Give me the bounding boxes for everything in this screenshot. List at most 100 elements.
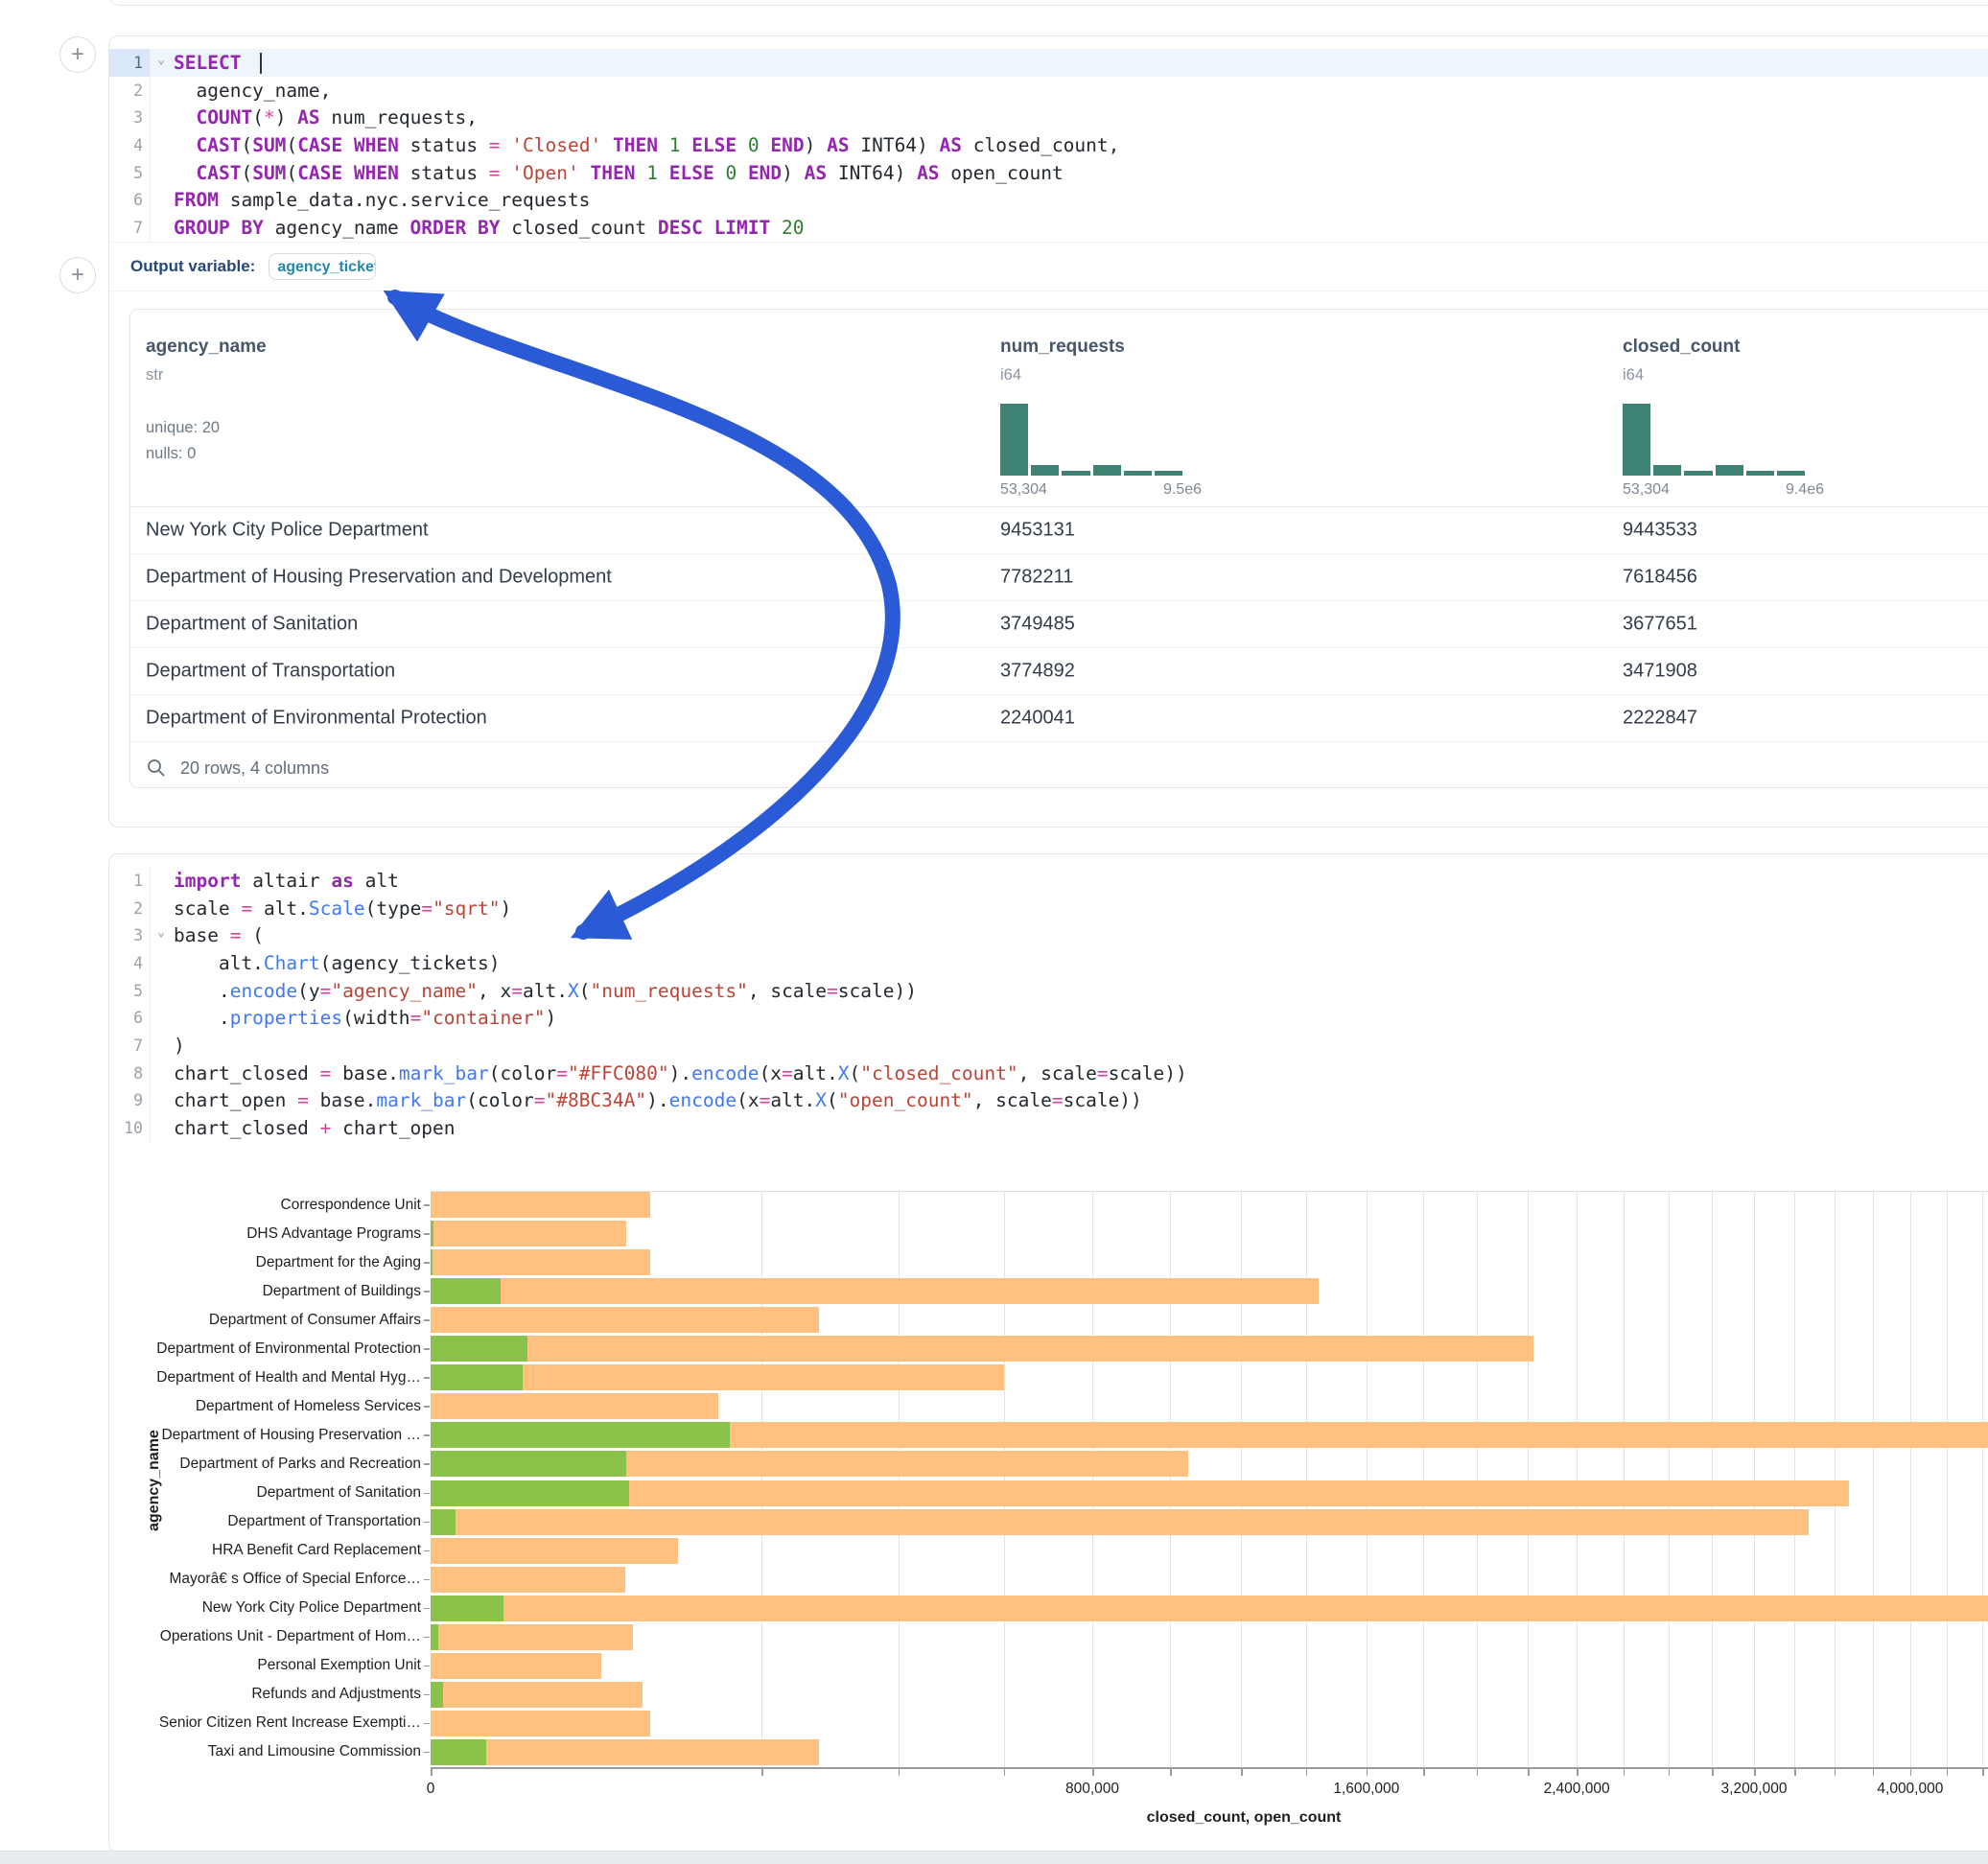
grid-line bbox=[1423, 1190, 1424, 1767]
y-axis-label: Department of Homeless Services bbox=[195, 1397, 421, 1414]
collapse-chevron-icon[interactable]: ⌄ bbox=[157, 925, 165, 941]
code-line[interactable]: 3 COUNT(*) AS num_requests, bbox=[109, 104, 1988, 132]
text-cursor bbox=[260, 53, 263, 75]
bar-closed bbox=[431, 1221, 627, 1247]
y-axis-label: Correspondence Unit bbox=[280, 1196, 421, 1213]
histogram-bar bbox=[1154, 471, 1183, 476]
code-text: alt.Chart(agency_tickets) bbox=[174, 951, 501, 974]
line-number: 10 bbox=[109, 1114, 151, 1142]
line-number: 7 bbox=[109, 214, 151, 242]
histogram-bar bbox=[1062, 470, 1090, 476]
column-name: closed_count bbox=[1623, 336, 1741, 357]
output-variable-pill[interactable]: agency_tickets bbox=[269, 252, 377, 280]
y-axis-tick bbox=[424, 1406, 430, 1408]
grid-line bbox=[1092, 1190, 1093, 1767]
grid-line bbox=[1623, 1190, 1625, 1767]
y-axis-label: HRA Benefit Card Replacement bbox=[212, 1542, 421, 1559]
code-text: CAST(SUM(CASE WHEN status = 'Open' THEN … bbox=[196, 161, 1064, 184]
column-name: agency_name bbox=[146, 336, 267, 357]
code-line[interactable]: 6 FROM sample_data.nyc.service_requests bbox=[109, 186, 1988, 215]
y-axis-label: Department of Sanitation bbox=[256, 1484, 421, 1502]
code-line[interactable]: 1 ⌄ SELECT bbox=[109, 49, 1988, 77]
code-line[interactable]: 6 .properties(width="container") bbox=[109, 1004, 1988, 1033]
histogram-bar bbox=[1123, 471, 1152, 476]
y-axis-label: Personal Exemption Unit bbox=[257, 1657, 421, 1674]
code-line[interactable]: 4 alt.Chart(agency_tickets) bbox=[109, 949, 1988, 977]
line-number: 2 bbox=[109, 894, 151, 922]
y-axis-label: Department of Environmental Protection bbox=[156, 1340, 421, 1357]
table-row[interactable]: Department of Transportation 3774892 34719… bbox=[130, 648, 1988, 695]
code-line[interactable]: 5 .encode(y="agency_name", x=alt.X("num_… bbox=[109, 976, 1988, 1005]
line-number: 3 bbox=[109, 104, 151, 132]
grid-line bbox=[1305, 1190, 1307, 1767]
code-line[interactable]: 8 chart_closed = base.mark_bar(color="#FF… bbox=[109, 1059, 1988, 1087]
table-row[interactable]: Department of Environmental Protection 22… bbox=[130, 695, 1988, 742]
code-line[interactable]: 7 GROUP BY agency_name ORDER BY closed_co… bbox=[109, 214, 1988, 242]
y-axis-tick bbox=[424, 1204, 430, 1206]
bar-closed bbox=[431, 1738, 820, 1765]
grid-line bbox=[1982, 1190, 1984, 1767]
code-line[interactable]: 5 CAST(SUM(CASE WHEN status = 'Open' THE… bbox=[109, 158, 1988, 187]
grid-line bbox=[1946, 1190, 1948, 1767]
y-axis-label: Senior Citizen Rent Increase Exempti… bbox=[158, 1714, 421, 1732]
x-axis-tick bbox=[1712, 1768, 1714, 1776]
grid-line bbox=[1366, 1190, 1368, 1767]
code-line[interactable]: 3 ⌄ base = ( bbox=[109, 921, 1988, 950]
y-axis-label: Refunds and Adjustments bbox=[251, 1686, 421, 1703]
column-header-num_requests[interactable]: num_requests i64 53,304 9.5e6 bbox=[1000, 310, 1202, 499]
bar-closed bbox=[431, 1623, 634, 1650]
grid-line bbox=[761, 1190, 762, 1767]
grid-line bbox=[1872, 1190, 1874, 1767]
code-line[interactable]: 1 import altair as alt bbox=[109, 867, 1988, 895]
page-bottom-band bbox=[0, 1851, 1988, 1864]
y-axis-label: Department of Consumer Affairs bbox=[208, 1311, 421, 1328]
histogram-bar bbox=[1776, 471, 1806, 476]
x-axis-tick-label: 800,000 bbox=[1064, 1780, 1120, 1797]
code-line[interactable]: 2 agency_name, bbox=[109, 76, 1988, 105]
add-cell-button-2[interactable]: + bbox=[59, 257, 96, 293]
code-line[interactable]: 9 chart_open = base.mark_bar(color="#8BC3… bbox=[109, 1086, 1988, 1115]
code-text: chart_open = base.mark_bar(color="#8BC34… bbox=[174, 1089, 1142, 1112]
output-variable-row: Output variable: agency_tickets bbox=[109, 241, 1988, 291]
x-axis-tick bbox=[1834, 1768, 1836, 1776]
table-cell: 9453131 bbox=[1000, 519, 1075, 541]
search-icon[interactable] bbox=[146, 757, 167, 779]
column-header-closed_count[interactable]: closed_count i64 53,304 9.4e6 bbox=[1623, 310, 1824, 499]
line-number: 6 bbox=[109, 1004, 151, 1033]
bar-closed bbox=[431, 1192, 650, 1219]
column-header-agency_name[interactable]: agency_name str unique: 20 nulls: 0 bbox=[146, 310, 267, 467]
add-cell-button[interactable]: + bbox=[59, 36, 96, 73]
line-number: 7 bbox=[109, 1032, 151, 1060]
y-axis-tick bbox=[424, 1233, 430, 1235]
y-axis-tick bbox=[424, 1578, 430, 1581]
grid-line bbox=[1754, 1190, 1755, 1767]
x-axis-tick bbox=[1305, 1768, 1308, 1776]
code-text: SELECT bbox=[151, 52, 263, 75]
code-line[interactable]: 7) bbox=[109, 1032, 1988, 1060]
x-axis-tick-label: 4,000,000 bbox=[1877, 1780, 1944, 1797]
x-axis-tick-label: 1,600,000 bbox=[1333, 1780, 1400, 1797]
table-row[interactable]: New York City Police Department 9453131 94… bbox=[130, 507, 1988, 554]
x-axis-tick bbox=[1241, 1768, 1243, 1776]
collapse-chevron-icon[interactable]: ⌄ bbox=[157, 53, 165, 67]
python-code[interactable]: 1 import altair as alt 2 scale = alt.Scale(… bbox=[109, 854, 1988, 1142]
histogram-bar bbox=[1745, 471, 1774, 476]
y-axis-tick bbox=[424, 1607, 430, 1610]
bar-open bbox=[431, 1278, 502, 1305]
code-line[interactable]: 4 CAST(SUM(CASE WHEN status = 'Closed' T… bbox=[109, 131, 1988, 159]
table-row[interactable]: Department of Housing Preservation and D… bbox=[130, 554, 1988, 601]
line-number: 5 bbox=[109, 158, 151, 187]
line-number: 1 bbox=[109, 867, 151, 895]
grid-line bbox=[1577, 1190, 1579, 1767]
table-cell: 3677651 bbox=[1623, 613, 1697, 635]
y-axis-tick bbox=[424, 1549, 430, 1552]
line-number: 1 ⌄ bbox=[109, 49, 165, 77]
table-row[interactable]: Department of Sanitation 3749485 3677651 bbox=[130, 601, 1988, 648]
sql-code[interactable]: 1 ⌄ SELECT 2 agency_name, 3 COUNT(*) AS num… bbox=[109, 36, 1988, 242]
x-axis-tick bbox=[1872, 1768, 1875, 1776]
altair-chart: Correspondence Unit DHS Advantage Program… bbox=[109, 854, 1988, 1852]
bar-closed bbox=[431, 1508, 1810, 1535]
bar-open bbox=[431, 1508, 456, 1535]
histogram-bar bbox=[1653, 464, 1682, 476]
code-line[interactable]: 10 chart_closed + chart_open bbox=[109, 1114, 1988, 1142]
